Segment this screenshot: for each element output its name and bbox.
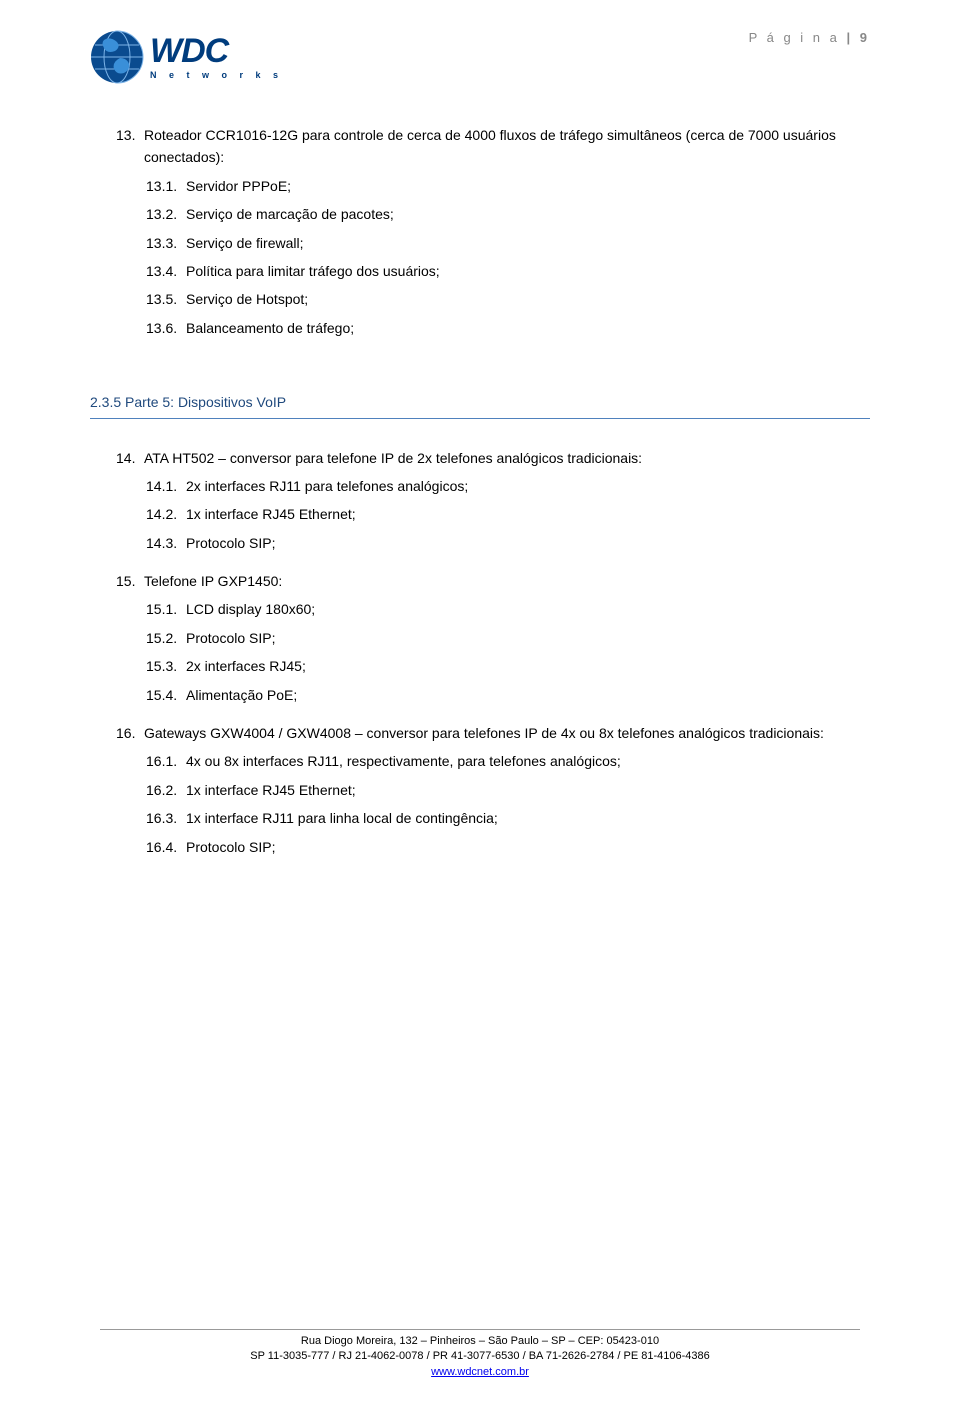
item-number: 13. — [116, 124, 144, 169]
item-text: Serviço de marcação de pacotes; — [186, 203, 394, 225]
logo-sub-text: N e t w o r k s — [150, 70, 283, 80]
globe-icon — [90, 30, 144, 84]
item-15: 15.Telefone IP GXP1450: — [116, 570, 870, 592]
item-number: 15.4. — [146, 684, 186, 706]
item-number: 13.6. — [146, 317, 186, 339]
item-text: Serviço de firewall; — [186, 232, 304, 254]
item-text: 1x interface RJ45 Ethernet; — [186, 503, 356, 525]
item-number: 15.1. — [146, 598, 186, 620]
item-text: LCD display 180x60; — [186, 598, 315, 620]
logo-text: WDC N e t w o r k s — [150, 34, 283, 80]
item-13-4: 13.4.Política para limitar tráfego dos u… — [146, 260, 870, 282]
spacer — [90, 712, 870, 722]
document-body: 13. Roteador CCR1016-12G para controle d… — [90, 124, 870, 858]
item-number: 14. — [116, 447, 144, 469]
item-number: 13.4. — [146, 260, 186, 282]
item-13-2: 13.2.Serviço de marcação de pacotes; — [146, 203, 870, 225]
item-text: Gateways GXW4004 / GXW4008 – conversor p… — [144, 722, 824, 744]
item-13-6: 13.6.Balanceamento de tráfego; — [146, 317, 870, 339]
spacer — [90, 560, 870, 570]
item-number: 16.3. — [146, 807, 186, 829]
footer-address: Rua Diogo Moreira, 132 – Pinheiros – São… — [0, 1334, 960, 1349]
item-text: 4x ou 8x interfaces RJ11, respectivament… — [186, 750, 621, 772]
page-footer: Rua Diogo Moreira, 132 – Pinheiros – São… — [0, 1329, 960, 1380]
item-text: Protocolo SIP; — [186, 836, 276, 858]
footer-phones: SP 11-3035-777 / RJ 21-4062-0078 / PR 41… — [0, 1349, 960, 1364]
document-page: WDC N e t w o r k s P á g i n a | 9 13. … — [0, 0, 960, 1406]
item-number: 16. — [116, 722, 144, 744]
item-number: 16.4. — [146, 836, 186, 858]
section-heading: 2.3.5 Parte 5: Dispositivos VoIP — [90, 391, 870, 413]
item-text: Balanceamento de tráfego; — [186, 317, 354, 339]
item-number: 15. — [116, 570, 144, 592]
item-14: 14.ATA HT502 – conversor para telefone I… — [116, 447, 870, 469]
item-number: 13.2. — [146, 203, 186, 225]
item-number: 16.1. — [146, 750, 186, 772]
page-label: P á g i n a — [749, 30, 840, 45]
item-15-4: 15.4.Alimentação PoE; — [146, 684, 870, 706]
item-number: 14.2. — [146, 503, 186, 525]
item-text: Roteador CCR1016-12G para controle de ce… — [144, 124, 870, 169]
item-15-1: 15.1.LCD display 180x60; — [146, 598, 870, 620]
logo-main-text: WDC — [150, 34, 283, 68]
item-number: 14.3. — [146, 532, 186, 554]
logo: WDC N e t w o r k s — [90, 30, 283, 84]
spacer — [90, 345, 870, 373]
item-text: Protocolo SIP; — [186, 627, 276, 649]
item-text: 1x interface RJ11 para linha local de co… — [186, 807, 498, 829]
item-13-1: 13.1.Servidor PPPoE; — [146, 175, 870, 197]
item-number: 13.3. — [146, 232, 186, 254]
page-header: WDC N e t w o r k s P á g i n a | 9 — [90, 30, 870, 84]
item-text: Política para limitar tráfego dos usuári… — [186, 260, 440, 282]
item-14-1: 14.1.2x interfaces RJ11 para telefones a… — [146, 475, 870, 497]
item-text: Alimentação PoE; — [186, 684, 297, 706]
item-text: 2x interfaces RJ45; — [186, 655, 306, 677]
item-number: 15.2. — [146, 627, 186, 649]
item-13-3: 13.3.Serviço de firewall; — [146, 232, 870, 254]
item-15-2: 15.2.Protocolo SIP; — [146, 627, 870, 649]
item-16-2: 16.2.1x interface RJ45 Ethernet; — [146, 779, 870, 801]
item-16-3: 16.3.1x interface RJ11 para linha local … — [146, 807, 870, 829]
footer-rule — [100, 1329, 860, 1330]
item-15-3: 15.3.2x interfaces RJ45; — [146, 655, 870, 677]
item-number: 15.3. — [146, 655, 186, 677]
footer-link[interactable]: www.wdcnet.com.br — [431, 1366, 529, 1378]
item-16-4: 16.4.Protocolo SIP; — [146, 836, 870, 858]
item-number: 14.1. — [146, 475, 186, 497]
page-num: | 9 — [847, 30, 870, 45]
item-text: 1x interface RJ45 Ethernet; — [186, 779, 356, 801]
item-text: Telefone IP GXP1450: — [144, 570, 282, 592]
item-13: 13. Roteador CCR1016-12G para controle d… — [116, 124, 870, 169]
item-number: 13.1. — [146, 175, 186, 197]
item-number: 13.5. — [146, 288, 186, 310]
item-text: Servidor PPPoE; — [186, 175, 291, 197]
page-number: P á g i n a | 9 — [749, 30, 870, 45]
item-text: ATA HT502 – conversor para telefone IP d… — [144, 447, 642, 469]
item-14-3: 14.3.Protocolo SIP; — [146, 532, 870, 554]
item-14-2: 14.2.1x interface RJ45 Ethernet; — [146, 503, 870, 525]
item-text: Protocolo SIP; — [186, 532, 276, 554]
item-number: 16.2. — [146, 779, 186, 801]
item-13-5: 13.5.Serviço de Hotspot; — [146, 288, 870, 310]
section-rule — [90, 418, 870, 419]
item-text: Serviço de Hotspot; — [186, 288, 308, 310]
item-16-1: 16.1.4x ou 8x interfaces RJ11, respectiv… — [146, 750, 870, 772]
item-text: 2x interfaces RJ11 para telefones analóg… — [186, 475, 468, 497]
item-16: 16.Gateways GXW4004 / GXW4008 – converso… — [116, 722, 870, 744]
